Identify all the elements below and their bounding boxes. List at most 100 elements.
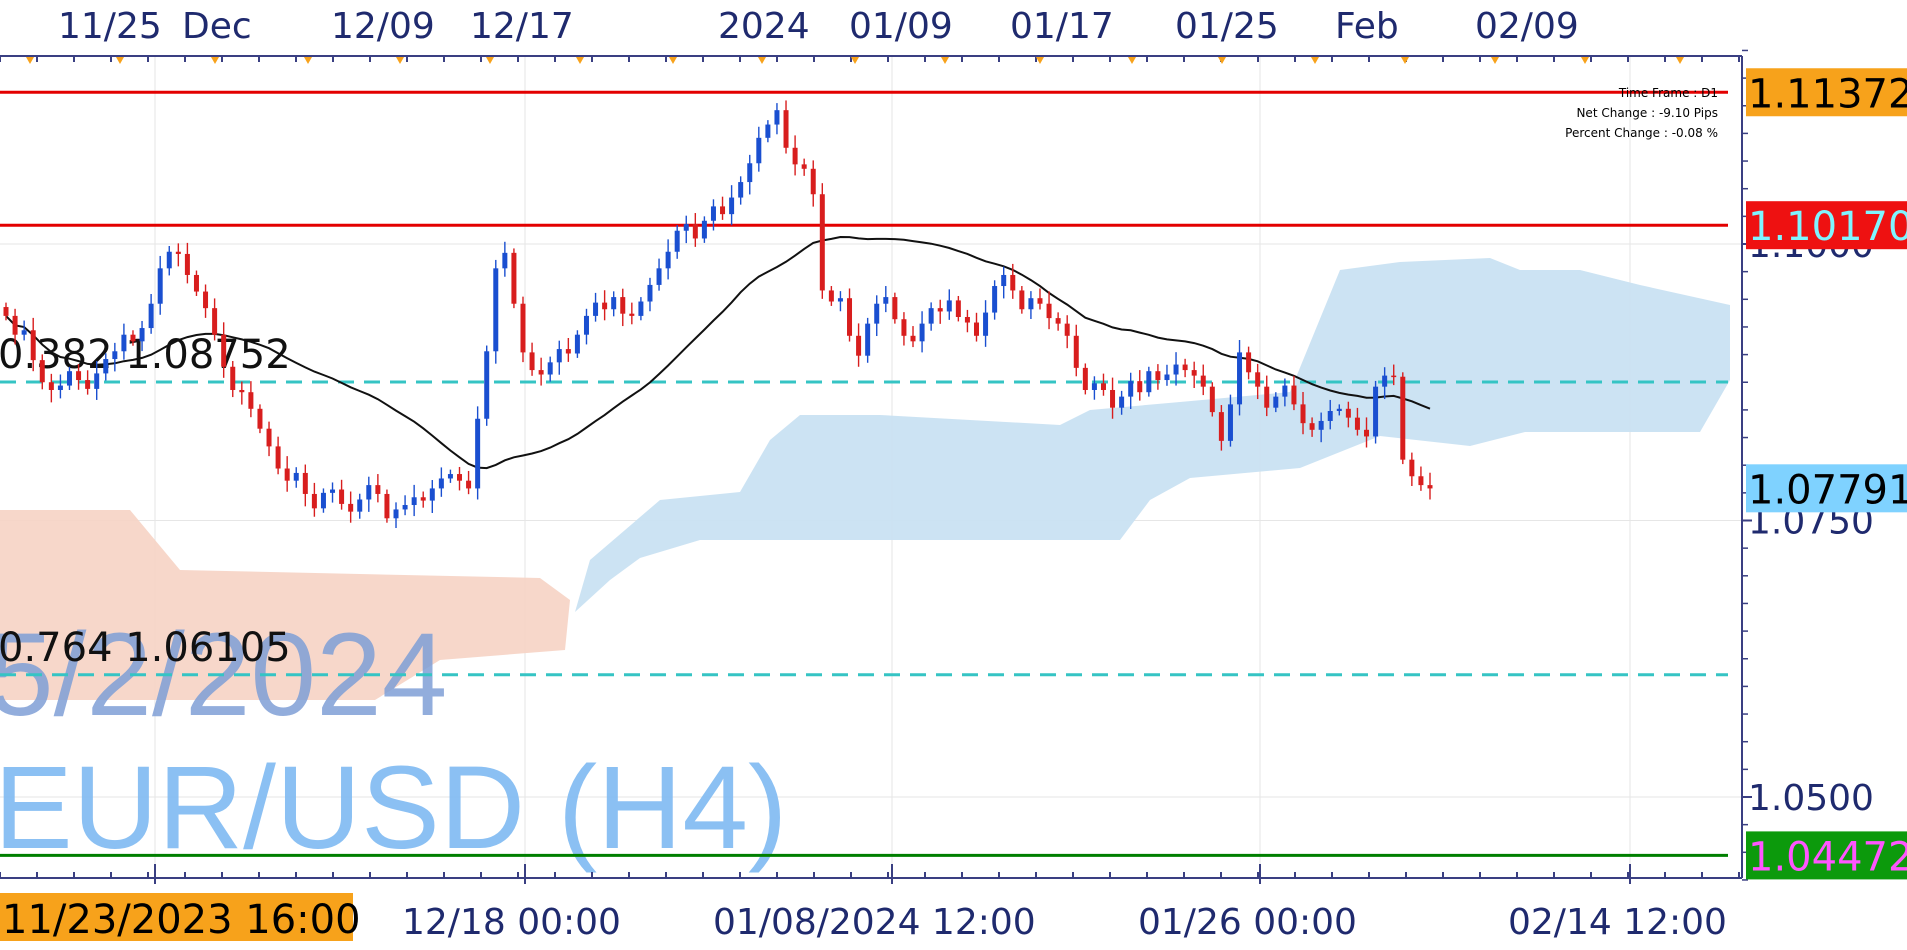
candle-body [710, 206, 716, 221]
top-axis-label: 11/25 [58, 6, 162, 47]
candle-body [674, 230, 680, 252]
candle-body [121, 334, 127, 352]
top-axis-marker [1311, 57, 1319, 64]
candle-body [1073, 335, 1079, 368]
top-axis-marker [1491, 57, 1499, 64]
candle-body [366, 485, 372, 500]
candle-body [447, 474, 453, 479]
moving-average [5, 235, 1431, 470]
top-axis-label: 02/09 [1475, 6, 1579, 47]
candle-body [12, 315, 18, 335]
candle-body [429, 488, 435, 501]
candle-body [819, 194, 825, 291]
candle-body [1191, 370, 1197, 376]
candle-body [1237, 352, 1243, 405]
top-axis-marker [116, 57, 124, 64]
candle-body [638, 301, 644, 316]
candle-body [1028, 298, 1034, 310]
candle-body [239, 389, 245, 393]
candle-body [1091, 383, 1097, 390]
candle-body [583, 315, 589, 335]
candle-body [883, 297, 889, 304]
candle-body [1264, 386, 1270, 408]
candle-body [946, 300, 952, 312]
candle-body [1055, 318, 1061, 324]
candle-body [774, 110, 780, 125]
candle-body [1010, 274, 1016, 291]
top-axis-marker [304, 57, 312, 64]
candle-body [1137, 381, 1143, 393]
top-axis-marker [669, 57, 677, 64]
candle-body [393, 509, 399, 519]
top-axis-marker [211, 57, 219, 64]
candle-body [1155, 371, 1161, 381]
watermark-symbol: EUR/USD (H4) [0, 742, 787, 874]
candle-body [1064, 323, 1070, 336]
candle-body [611, 297, 617, 310]
moving-average-line [5, 235, 1431, 470]
candle-body [1273, 396, 1279, 408]
candle-body [184, 253, 190, 275]
candle-body [538, 370, 544, 375]
candle-body [828, 290, 834, 302]
candle-body [1364, 429, 1370, 437]
candle-body [692, 224, 698, 239]
candle-body [1400, 376, 1406, 460]
price-tags: 1.11372 1.10170 1.04472 1.07791 [1746, 68, 1907, 880]
candle-body [1227, 404, 1233, 441]
candle-body [901, 319, 907, 336]
candle-body [801, 164, 807, 169]
candle-body [311, 493, 317, 509]
candle-body [1146, 371, 1152, 393]
candle-body [1345, 408, 1351, 418]
top-axis-label: 01/25 [1175, 6, 1279, 47]
time-frame-text: Time Frame : D1 [1618, 86, 1718, 100]
level-tag-text: 1.10170 [1748, 204, 1907, 250]
candle-body [203, 291, 209, 309]
candle-body [357, 499, 363, 512]
candle-body [248, 392, 254, 409]
candle-body [103, 359, 109, 374]
candle-body [139, 328, 145, 342]
cloud-bearish [0, 510, 570, 700]
top-axis-label: 2024 [718, 6, 810, 47]
candle-body [747, 163, 753, 183]
top-axis-marker [576, 57, 584, 64]
candle-body [1119, 396, 1125, 408]
top-time-axis: 11/25 Dec 12/09 12/17 2024 01/09 01/17 01/25 Feb… [0, 6, 1740, 64]
bottom-axis-label: 01/08/2024 12:00 [713, 902, 1036, 943]
candle-body [1354, 417, 1360, 430]
top-axis-label: 12/17 [470, 6, 574, 47]
candle-body [66, 371, 72, 386]
candle-body [1382, 375, 1388, 387]
top-axis-marker [26, 57, 34, 64]
top-axis-label: Dec [182, 6, 252, 47]
candle-body [937, 308, 943, 312]
candle-body [556, 349, 562, 363]
candle-body [212, 308, 218, 335]
top-axis-label: Feb [1335, 6, 1399, 47]
candle-body [574, 334, 580, 354]
candle-body [1246, 352, 1252, 373]
top-axis-label: 01/17 [1010, 6, 1114, 47]
level-tag-text: 1.04472 [1748, 834, 1907, 880]
candle-body [85, 380, 91, 389]
top-axis-marker [1036, 57, 1044, 64]
candle-body [738, 182, 744, 198]
candle-body [1309, 423, 1315, 430]
candle-body [1255, 372, 1261, 387]
candle-body [810, 168, 816, 195]
price-axis-label: 1.0500 [1748, 778, 1874, 819]
candle-body [330, 489, 336, 493]
candle-body [502, 252, 508, 269]
candle-body [720, 206, 726, 215]
candle-body [130, 334, 136, 342]
candle-body [284, 468, 290, 481]
candle-body [1182, 364, 1188, 371]
candle-body [302, 472, 308, 494]
candle-body [1391, 375, 1397, 378]
candle-body [1001, 274, 1007, 287]
candle-body [293, 472, 299, 481]
candle-body [1427, 485, 1433, 489]
